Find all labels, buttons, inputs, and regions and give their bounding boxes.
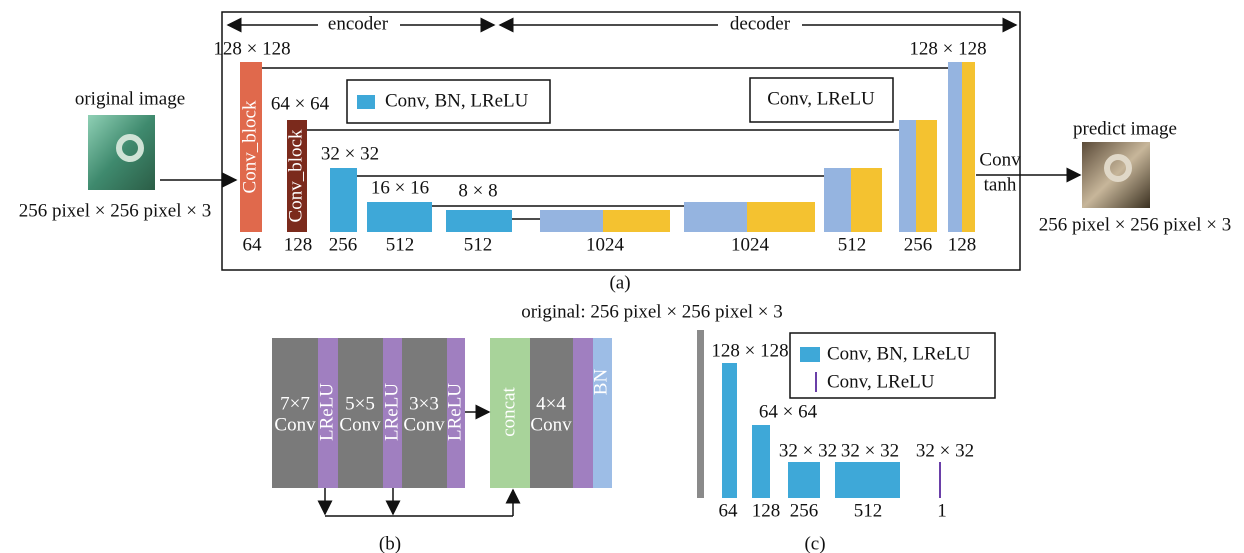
input-size: 256 pixel × 256 pixel × 3 bbox=[19, 200, 211, 221]
resolution: 128 × 128 bbox=[909, 38, 986, 59]
legend-text: Conv, BN, LReLU bbox=[827, 343, 971, 364]
resolution: 16 × 16 bbox=[371, 177, 429, 198]
bn-layer bbox=[593, 338, 612, 488]
channels: 512 bbox=[386, 234, 415, 255]
resolution: 64 × 64 bbox=[271, 93, 330, 114]
block-label: Conv_block bbox=[239, 100, 260, 193]
skip-block bbox=[962, 62, 975, 232]
resolution: 128 × 128 bbox=[711, 340, 788, 361]
legend-text: Conv, BN, LReLU bbox=[385, 90, 529, 111]
kernel: 5×5 bbox=[345, 393, 375, 414]
up-block bbox=[948, 62, 962, 232]
lrelu-text: LReLU bbox=[381, 383, 402, 441]
conv-text: Conv bbox=[403, 414, 445, 435]
resolution: 8 × 8 bbox=[458, 180, 497, 201]
channels: 512 bbox=[838, 234, 867, 255]
resolution: 32 × 32 bbox=[841, 440, 899, 461]
output-conv: Conv bbox=[979, 149, 1021, 170]
kernel: 4×4 bbox=[536, 393, 566, 414]
skip-block bbox=[916, 120, 937, 232]
legend-text: Conv, LReLU bbox=[767, 88, 875, 109]
conv-text: Conv bbox=[274, 414, 316, 435]
conv-bn-block bbox=[788, 462, 820, 498]
resolution: 128 × 128 bbox=[213, 38, 290, 59]
output-title: predict image bbox=[1073, 118, 1177, 139]
input-bar bbox=[697, 330, 704, 498]
kernel: 3×3 bbox=[409, 393, 439, 414]
channels: 512 bbox=[464, 234, 493, 255]
lrelu-text: LReLU bbox=[316, 383, 337, 441]
skip-block bbox=[747, 202, 815, 232]
channels: 64 bbox=[719, 500, 739, 521]
caption: (a) bbox=[609, 272, 630, 293]
resolution: 32 × 32 bbox=[321, 143, 379, 164]
lrelu-text: LReLU bbox=[444, 383, 465, 441]
skip-block bbox=[851, 168, 882, 232]
up-block bbox=[899, 120, 916, 232]
legend-text: Conv, LReLU bbox=[827, 371, 935, 392]
conv-bn-block bbox=[835, 462, 900, 498]
panel-a: encoder decoder original image 256 pixel… bbox=[19, 12, 1231, 293]
lrelu-layer bbox=[573, 338, 593, 488]
resolution: 32 × 32 bbox=[916, 440, 974, 461]
channels: 128 bbox=[284, 234, 313, 255]
decoder-label: decoder bbox=[730, 13, 791, 34]
conv-bn-block bbox=[446, 210, 512, 232]
channels: 1024 bbox=[731, 234, 770, 255]
channels: 128 bbox=[948, 234, 977, 255]
figure: encoder decoder original image 256 pixel… bbox=[0, 0, 1244, 553]
channels: 256 bbox=[904, 234, 933, 255]
bn-text: BN bbox=[590, 369, 611, 396]
channels: 1 bbox=[937, 500, 947, 521]
resolution: 32 × 32 bbox=[779, 440, 837, 461]
channels: 128 bbox=[752, 500, 781, 521]
output-tanh: tanh bbox=[984, 174, 1017, 195]
caption: (c) bbox=[804, 533, 825, 553]
conv-bn-block bbox=[367, 202, 432, 232]
panel-title: original: 256 pixel × 256 pixel × 3 bbox=[521, 301, 783, 322]
block-label: Conv_block bbox=[285, 129, 306, 222]
channels: 512 bbox=[854, 500, 883, 521]
skip-block bbox=[603, 210, 670, 232]
caption: (b) bbox=[379, 533, 401, 553]
output-image bbox=[1082, 142, 1150, 208]
conv-bn-block bbox=[722, 363, 737, 498]
conv-text: Conv bbox=[530, 414, 572, 435]
legend-swatch bbox=[800, 347, 820, 362]
channels: 64 bbox=[243, 234, 263, 255]
resolution: 64 × 64 bbox=[759, 401, 818, 422]
up-block bbox=[824, 168, 851, 232]
up-block bbox=[540, 210, 603, 232]
output-size: 256 pixel × 256 pixel × 3 bbox=[1039, 214, 1231, 235]
up-block bbox=[684, 202, 747, 232]
kernel: 7×7 bbox=[280, 393, 310, 414]
encoder-label: encoder bbox=[328, 13, 389, 34]
concat-text: concat bbox=[498, 386, 519, 436]
conv-bn-block bbox=[330, 168, 357, 232]
panel-b: 7×7 Conv 5×5 Conv 3×3 Conv 4×4 Conv LReL… bbox=[272, 338, 612, 553]
channels: 256 bbox=[790, 500, 819, 521]
conv-text: Conv bbox=[339, 414, 381, 435]
channels: 256 bbox=[329, 234, 358, 255]
legend-swatch bbox=[357, 95, 375, 109]
conv-bn-block bbox=[752, 425, 770, 498]
input-title: original image bbox=[75, 88, 185, 109]
channels: 1024 bbox=[586, 234, 625, 255]
